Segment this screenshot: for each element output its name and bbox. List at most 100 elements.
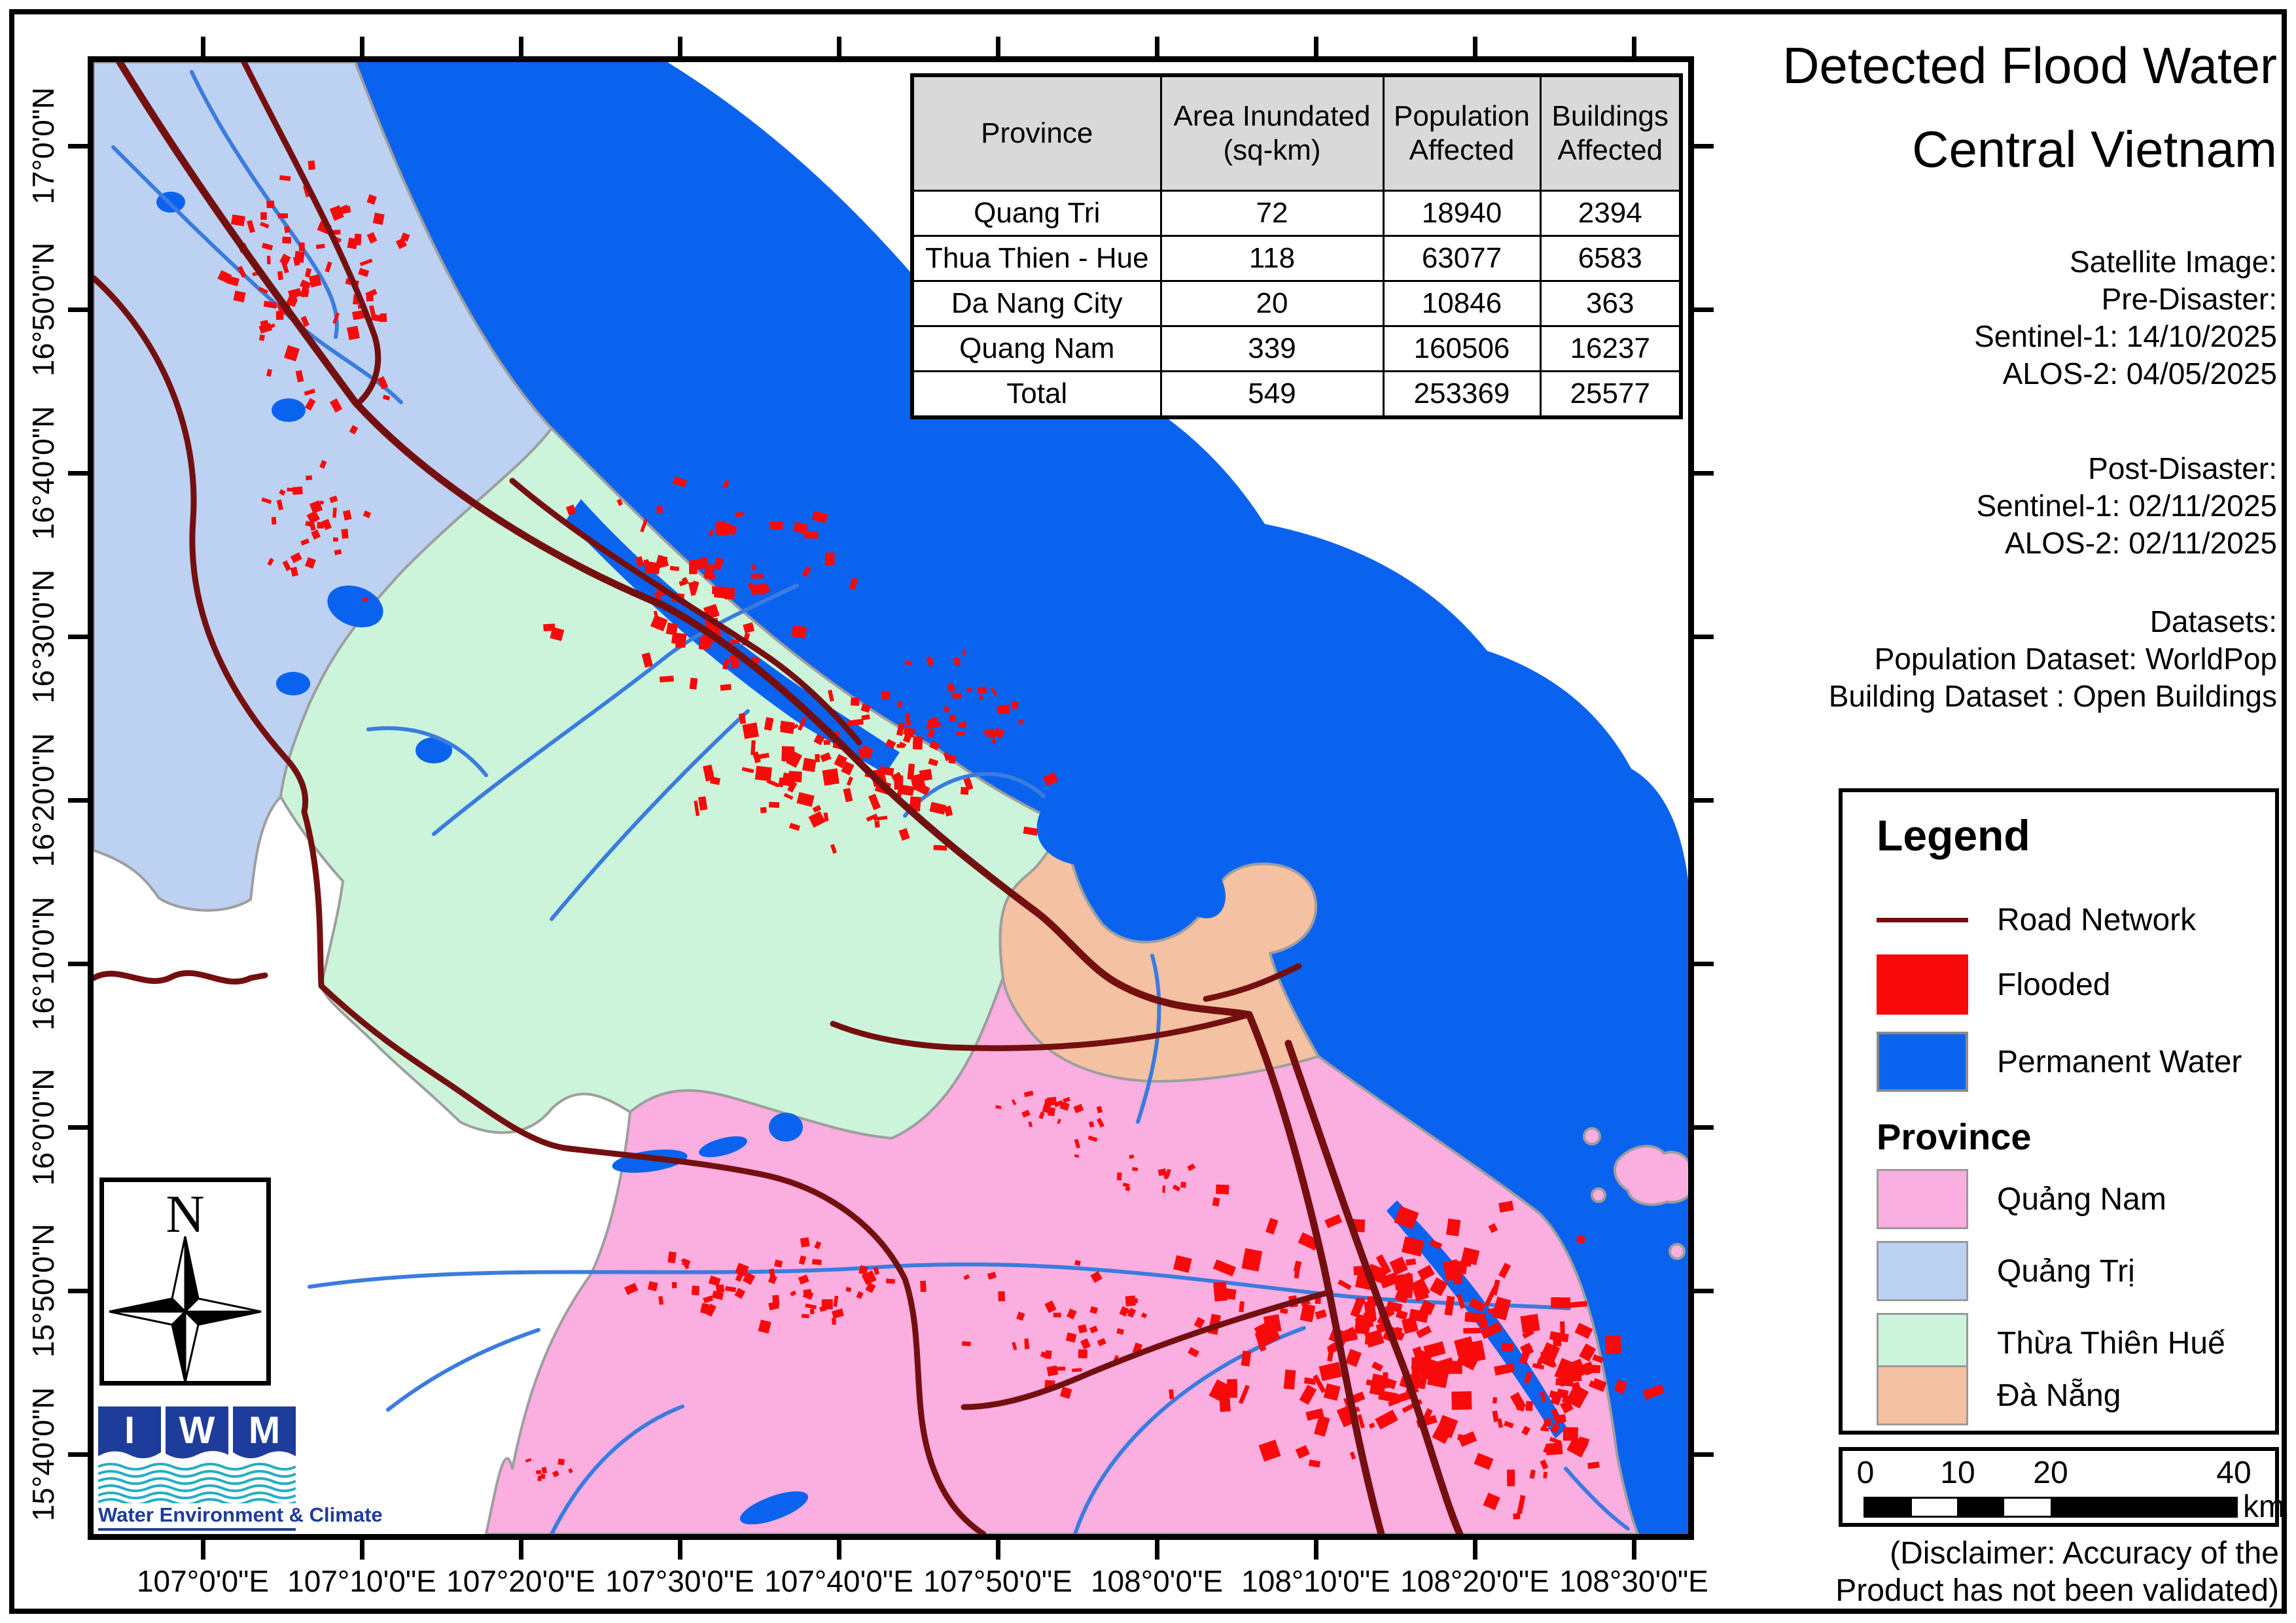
flooded-swatch bbox=[1877, 954, 1968, 1015]
graticule-tick bbox=[1314, 1540, 1318, 1560]
graticule-tick bbox=[1632, 1540, 1636, 1560]
iwm-caption: Water Environment & Climate bbox=[98, 1503, 383, 1531]
longitude-label: 107°0'0"E bbox=[136, 1564, 270, 1598]
cell-buildings: 6583 bbox=[1539, 235, 1682, 282]
legend-label: Đà Nẵng bbox=[1997, 1378, 2121, 1413]
latitude-label: 16°10'0"N bbox=[26, 896, 60, 1031]
impact-statistics-table: Province Area Inundated (sq-km) Populati… bbox=[910, 73, 1683, 419]
graticule-tick bbox=[837, 37, 841, 56]
legend-item-da-nang: Đà Nẵng bbox=[1877, 1365, 2121, 1425]
latitude-label: 16°30'0"N bbox=[26, 569, 60, 704]
longitude-label: 107°50'0"E bbox=[923, 1564, 1072, 1598]
pre-sentinel-date: Sentinel-1: 14/10/2025 bbox=[1974, 319, 2277, 353]
post-disaster-label: Post-Disaster: bbox=[2088, 451, 2277, 485]
legend-label: Road Network bbox=[1997, 903, 2197, 937]
latitude-label: 16°20'0"N bbox=[26, 733, 60, 867]
disclaimer-line-1: (Disclaimer: Accuracy of the bbox=[1890, 1536, 2279, 1571]
graticule-tick bbox=[1694, 635, 1714, 639]
graticule-tick bbox=[360, 1540, 364, 1560]
iwm-letter-w: W bbox=[179, 1409, 215, 1452]
cell-population: 160506 bbox=[1382, 325, 1542, 372]
cell-buildings: 25577 bbox=[1539, 370, 1682, 419]
graticule-tick bbox=[1694, 1452, 1714, 1457]
scale-unit: km bbox=[2243, 1490, 2285, 1524]
legend-item-thua-thien-hue: Thừa Thiên Huế bbox=[1877, 1313, 2225, 1373]
cell-population: 18940 bbox=[1382, 190, 1542, 237]
latitude-label: 17°0'0"N bbox=[26, 87, 60, 205]
iwm-letter-i: I bbox=[124, 1409, 135, 1452]
graticule-tick bbox=[519, 37, 523, 56]
graticule-tick bbox=[201, 1540, 205, 1560]
compass-star-icon bbox=[109, 1236, 262, 1383]
legend-label: Flooded bbox=[1997, 967, 2111, 1002]
road-network bbox=[94, 62, 1464, 1534]
header-province: Province bbox=[911, 74, 1162, 192]
graticule-tick bbox=[68, 471, 88, 476]
satellite-info-pre: Satellite Image: Pre-Disaster: Sentinel-… bbox=[1714, 243, 2277, 393]
graticule-tick bbox=[68, 1452, 88, 1457]
legend-title: Legend bbox=[1877, 811, 2030, 860]
satellite-info-post: Post-Disaster: Sentinel-1: 02/11/2025 AL… bbox=[1714, 450, 2277, 562]
table-total-row: Total 549 253369 25577 bbox=[911, 370, 1682, 419]
cell-area: 72 bbox=[1159, 190, 1385, 237]
iwm-logo-graphic: I W M bbox=[97, 1406, 296, 1506]
scale-number: 40 bbox=[2216, 1456, 2252, 1490]
legend-label: Quảng Nam bbox=[1997, 1181, 2166, 1217]
cell-buildings: 2394 bbox=[1539, 190, 1682, 237]
cell-province: Quang Nam bbox=[911, 325, 1162, 372]
graticule-tick bbox=[1155, 1540, 1159, 1560]
graticule-tick bbox=[996, 1540, 1000, 1560]
longitude-label: 107°30'0"E bbox=[605, 1564, 754, 1598]
compass-rose: N bbox=[99, 1178, 271, 1386]
graticule-tick bbox=[68, 1125, 88, 1130]
cell-province: Thua Thien - Hue bbox=[911, 235, 1162, 282]
cell-population: 10846 bbox=[1382, 280, 1542, 327]
iwm-letter-m: M bbox=[249, 1409, 280, 1452]
cell-area: 549 bbox=[1159, 370, 1385, 419]
table-row: Quang Nam 339 160506 16237 bbox=[911, 325, 1682, 372]
cell-province: Quang Tri bbox=[911, 190, 1162, 237]
map-graphic bbox=[94, 62, 1688, 1534]
road-line-swatch bbox=[1877, 918, 1968, 922]
permanent-water-swatch bbox=[1877, 1032, 1968, 1092]
compass-north-label: N bbox=[166, 1184, 205, 1244]
wave-lines-icon bbox=[97, 1463, 296, 1506]
table-row: Da Nang City 20 10846 363 bbox=[911, 280, 1682, 327]
islet bbox=[1669, 1243, 1686, 1260]
legend-item-quang-tri: Quảng Trị bbox=[1877, 1241, 2135, 1301]
graticule-tick bbox=[1694, 307, 1714, 312]
latitude-label: 16°50'0"N bbox=[26, 242, 60, 377]
pre-disaster-label: Pre-Disaster: bbox=[2101, 282, 2277, 316]
graticule-tick bbox=[1694, 471, 1714, 476]
quang-tri-swatch bbox=[1877, 1241, 1968, 1301]
legend-label: Permanent Water bbox=[1997, 1044, 2242, 1079]
latitude-label: 15°50'0"N bbox=[26, 1223, 60, 1358]
graticule-tick bbox=[1473, 1540, 1477, 1560]
graticule-tick bbox=[68, 1289, 88, 1293]
header-population: Population Affected bbox=[1382, 74, 1542, 192]
datasets-info: Datasets: Population Dataset: WorldPop B… bbox=[1714, 603, 2277, 715]
longitude-label: 108°20'0"E bbox=[1400, 1564, 1549, 1598]
graticule-tick bbox=[1694, 962, 1714, 966]
islet bbox=[1583, 1127, 1601, 1145]
graticule-tick bbox=[68, 144, 88, 148]
post-sentinel-date: Sentinel-1: 02/11/2025 bbox=[1976, 489, 2277, 523]
graticule-tick bbox=[996, 37, 1000, 56]
legend-item-flooded: Flooded bbox=[1877, 954, 2110, 1015]
cell-area: 20 bbox=[1159, 280, 1385, 327]
graticule-tick bbox=[678, 37, 682, 56]
legend-label: Thừa Thiên Huế bbox=[1997, 1325, 2225, 1361]
graticule-tick bbox=[1694, 1125, 1714, 1130]
graticule-tick bbox=[201, 37, 205, 56]
legend-item-quang-nam: Quảng Nam bbox=[1877, 1169, 2166, 1229]
building-dataset: Building Dataset : Open Buildings bbox=[1828, 679, 2277, 713]
scale-bar: 0 10 20 40 km bbox=[1839, 1447, 2285, 1527]
legend-label: Quảng Trị bbox=[1997, 1253, 2135, 1289]
cell-province: Total bbox=[911, 370, 1162, 419]
datasets-heading: Datasets: bbox=[2149, 604, 2277, 638]
graticule-tick bbox=[1155, 37, 1159, 56]
table-row: Quang Tri 72 18940 2394 bbox=[911, 190, 1682, 237]
table-row: Thua Thien - Hue 118 63077 6583 bbox=[911, 235, 1682, 282]
graticule-tick bbox=[1694, 798, 1714, 803]
